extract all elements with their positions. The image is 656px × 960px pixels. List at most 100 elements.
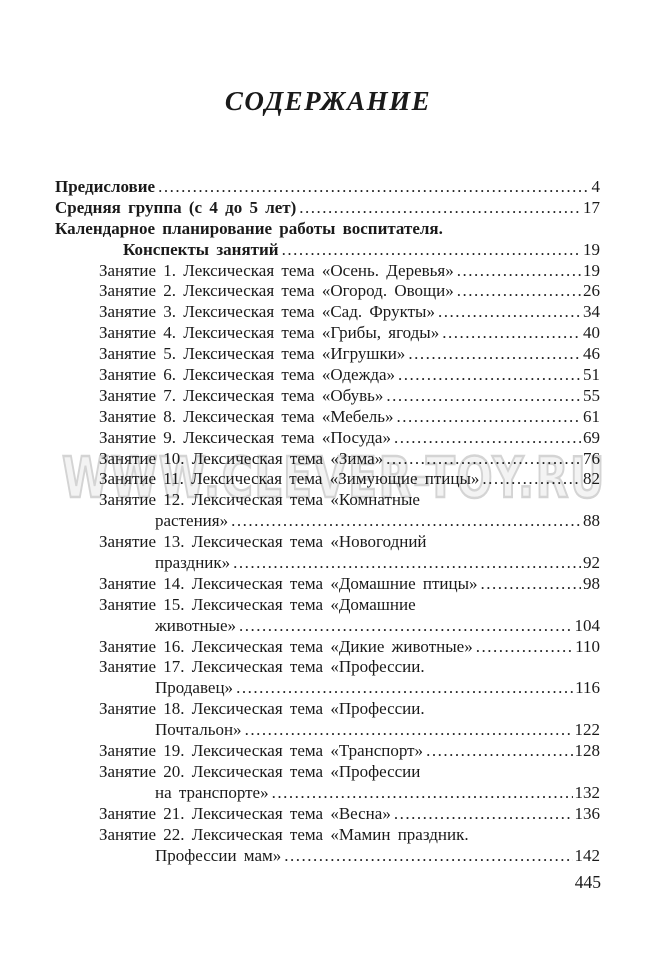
toc-entry-text: Занятие 13. Лексическая тема «Новогодний xyxy=(99,532,427,552)
toc-row: Занятие 8. Лексическая тема «Мебель»....… xyxy=(55,407,600,428)
toc-row: Конспекты занятий.......................… xyxy=(55,240,600,261)
dot-leader: ........................................… xyxy=(475,636,574,656)
toc-row: Занятие 6. Лексическая тема «Одежда»....… xyxy=(55,365,600,386)
toc-row: Занятие 1. Лексическая тема «Осень. Дере… xyxy=(55,261,600,282)
page-number: 17 xyxy=(583,197,600,217)
toc-entry-text: Конспекты занятий xyxy=(123,239,279,259)
dot-leader: ........................................… xyxy=(456,260,581,280)
page-number: 142 xyxy=(574,845,601,865)
toc-row: Занятие 18. Лексическая тема «Профессии. xyxy=(55,699,600,720)
toc-entry-text: Профессии мам» xyxy=(155,845,282,865)
toc-entry-text: Занятие 9. Лексическая тема «Посуда» xyxy=(99,427,391,447)
page-number: 51 xyxy=(583,365,600,385)
toc-row: Занятие 22. Лексическая тема «Мамин праз… xyxy=(55,825,600,846)
toc-row: Занятие 20. Лексическая тема «Профессии xyxy=(55,762,600,783)
toc-row: Занятие 19. Лексическая тема «Транспорт»… xyxy=(55,741,600,762)
page-content: СОДЕРЖАНИЕ Предисловие..................… xyxy=(55,88,600,866)
toc-entry-text: Занятие 10. Лексическая тема «Зима» xyxy=(99,448,384,468)
toc-entry-text: животные» xyxy=(155,615,237,635)
dot-leader: ........................................… xyxy=(408,344,581,364)
dot-leader: ........................................… xyxy=(393,427,581,447)
dot-leader: ........................................… xyxy=(271,782,573,802)
page-number: 132 xyxy=(574,782,601,802)
toc-row: растения»...............................… xyxy=(55,511,600,532)
page-number: 104 xyxy=(574,615,601,635)
page-number: 19 xyxy=(583,239,600,259)
toc-entry-text: Занятие 2. Лексическая тема «Огород. Ово… xyxy=(99,281,454,301)
page-number: 55 xyxy=(583,385,600,405)
folio-page-number: 445 xyxy=(574,872,601,892)
toc-row: Средняя группа (с 4 до 5 лет)...........… xyxy=(55,198,600,219)
toc-row: Занятие 13. Лексическая тема «Новогодний xyxy=(55,532,600,553)
dot-leader: ........................................… xyxy=(396,406,581,426)
dot-leader: ........................................… xyxy=(244,720,573,740)
dot-leader: ........................................… xyxy=(437,302,581,322)
toc-row: Почтальон»..............................… xyxy=(55,720,600,741)
page-number: 40 xyxy=(583,323,600,343)
toc-entry-text: Занятие 7. Лексическая тема «Обувь» xyxy=(99,385,384,405)
dot-leader: ........................................… xyxy=(482,469,581,489)
page-number: 122 xyxy=(574,720,601,740)
toc-entry-text: Занятие 3. Лексическая тема «Сад. Фрукты… xyxy=(99,302,435,322)
toc-row: Занятие 11. Лексическая тема «Зимующие п… xyxy=(55,469,600,490)
dot-leader: ........................................… xyxy=(239,615,573,635)
page-number: 110 xyxy=(575,636,600,656)
page-number: 88 xyxy=(583,511,600,531)
dot-leader: ........................................… xyxy=(442,323,581,343)
toc-entry-text: Календарное планирование работы воспитат… xyxy=(55,218,443,238)
dot-leader: ........................................… xyxy=(233,553,581,573)
toc-entry-text: Занятие 11. Лексическая тема «Зимующие п… xyxy=(99,469,480,489)
dot-leader: ........................................… xyxy=(386,448,581,468)
page-number: 92 xyxy=(583,553,600,573)
toc-entry-text: Занятие 5. Лексическая тема «Игрушки» xyxy=(99,344,406,364)
dot-leader: ........................................… xyxy=(281,239,581,259)
toc-row: Занятие 21. Лексическая тема «Весна»....… xyxy=(55,804,600,825)
toc-entry-text: Занятие 4. Лексическая тема «Грибы, ягод… xyxy=(99,323,440,343)
toc-row: животные»...............................… xyxy=(55,616,600,637)
dot-leader: ........................................… xyxy=(456,281,581,301)
toc-entry-text: Занятие 20. Лексическая тема «Профессии xyxy=(99,761,421,781)
toc-row: Занятие 16. Лексическая тема «Дикие живо… xyxy=(55,637,600,658)
toc-row: Предисловие.............................… xyxy=(55,177,600,198)
page-number: 46 xyxy=(583,344,600,364)
page-number: 116 xyxy=(575,678,600,698)
page-number: 76 xyxy=(583,448,600,468)
page-number: 34 xyxy=(583,302,600,322)
dot-leader: ........................................… xyxy=(299,197,581,217)
page-number: 61 xyxy=(583,406,600,426)
page-number: 128 xyxy=(574,741,601,761)
toc-row: на транспорте»..........................… xyxy=(55,783,600,804)
toc-row: Занятие 10. Лексическая тема «Зима».....… xyxy=(55,449,600,470)
toc-entry-text: Занятие 15. Лексическая тема «Домашние xyxy=(99,594,416,614)
toc-row: Занятие 7. Лексическая тема «Обувь».....… xyxy=(55,386,600,407)
toc-entry-text: Занятие 12. Лексическая тема «Комнатные xyxy=(99,490,420,510)
dot-leader: ........................................… xyxy=(393,803,573,823)
dot-leader: ........................................… xyxy=(386,385,581,405)
page-number: 69 xyxy=(583,427,600,447)
toc-entry-text: Занятие 8. Лексическая тема «Мебель» xyxy=(99,406,394,426)
toc-entry-text: праздник» xyxy=(155,553,231,573)
dot-leader: ........................................… xyxy=(231,511,581,531)
page-number: 19 xyxy=(583,260,600,280)
dot-leader: ........................................… xyxy=(398,365,581,385)
toc-entry-text: растения» xyxy=(155,511,229,531)
toc-entry-text: Занятие 16. Лексическая тема «Дикие живо… xyxy=(99,636,473,656)
toc-row: Профессии мам»..........................… xyxy=(55,846,600,867)
toc-row: Занятие 14. Лексическая тема «Домашние п… xyxy=(55,574,600,595)
toc-entry-text: Почтальон» xyxy=(155,720,242,740)
toc-row: Занятие 12. Лексическая тема «Комнатные xyxy=(55,490,600,511)
toc-row: Календарное планирование работы воспитат… xyxy=(55,219,600,240)
toc-row: Занятие 4. Лексическая тема «Грибы, ягод… xyxy=(55,323,600,344)
toc-entry-text: Средняя группа (с 4 до 5 лет) xyxy=(55,197,297,217)
page-number: 136 xyxy=(574,803,601,823)
toc-entry-text: Предисловие xyxy=(55,177,156,196)
toc-entry-text: Продавец» xyxy=(155,678,234,698)
page-number: 4 xyxy=(591,177,601,196)
page-number: 98 xyxy=(583,573,600,593)
table-of-contents: Предисловие.............................… xyxy=(55,177,600,866)
toc-row: праздник»...............................… xyxy=(55,553,600,574)
dot-leader: ........................................… xyxy=(284,845,572,865)
dot-leader: ........................................… xyxy=(158,177,590,196)
page-number: 82 xyxy=(583,469,600,489)
